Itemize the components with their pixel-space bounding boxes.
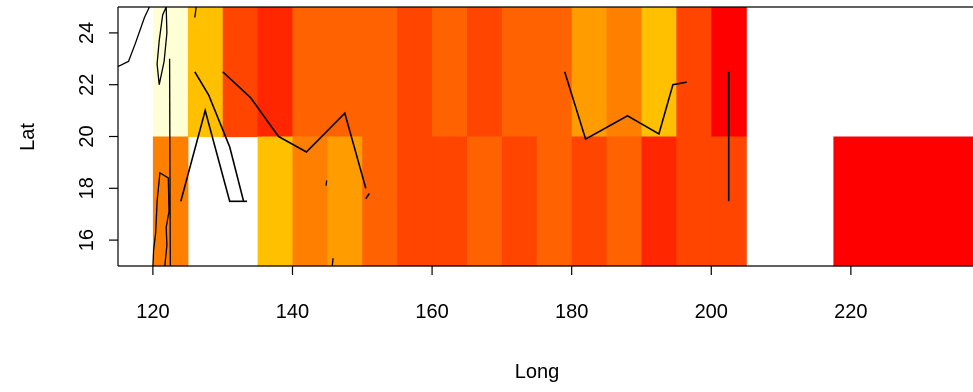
heatmap-cell (292, 7, 328, 138)
heatmap-cell (606, 136, 643, 267)
coastline (117, 6, 150, 68)
heatmap-cell (833, 136, 973, 267)
coastline (331, 258, 334, 267)
track-line (222, 71, 367, 189)
heatmap-cell (641, 136, 677, 267)
heatmap-cell (257, 7, 294, 138)
heatmap-cell (536, 136, 573, 267)
heatmap-cell (501, 136, 538, 267)
x-axis-label: Long (515, 361, 560, 383)
y-tick-label: 24 (76, 22, 98, 44)
y-axis-ticks: 16 18 20 22 24 (76, 22, 118, 251)
heatmap-cell (466, 7, 503, 138)
track-line (194, 71, 245, 202)
heatmap-cell (641, 7, 677, 138)
heatmap-cell (327, 7, 363, 138)
heatmap-cell (292, 136, 328, 267)
heatmap-cell (432, 7, 468, 138)
x-tick-label: 200 (695, 301, 728, 323)
heatmap-cell (152, 7, 189, 138)
coastline (325, 180, 328, 186)
heatmap-cell (222, 7, 259, 138)
track-line (563, 71, 687, 141)
track-line (180, 107, 248, 203)
coastline (194, 6, 197, 18)
y-axis-label: Lat (17, 123, 39, 151)
heatmap-cell (501, 7, 538, 138)
heatmap-cell (257, 136, 294, 267)
heatmap-cell (606, 7, 643, 138)
track-lines-layer (180, 71, 730, 203)
heatmap-cell (466, 136, 503, 267)
coastline (152, 171, 165, 267)
heatmap-cell (676, 7, 712, 138)
y-tick-label: 16 (76, 229, 98, 251)
x-tick-label: 140 (276, 301, 309, 323)
heatmap-cell (397, 136, 433, 267)
y-tick-label: 22 (76, 74, 98, 96)
heatmap-cell (536, 7, 573, 138)
heatmap-cells (152, 7, 973, 267)
track-line (365, 193, 370, 200)
heatmap-cell (432, 136, 468, 267)
heatmap-cell (676, 136, 712, 267)
x-tick-label: 120 (136, 301, 169, 323)
coastline (163, 174, 170, 267)
heatmap-cell (397, 7, 433, 138)
x-tick-label: 160 (415, 301, 448, 323)
coastline (156, 6, 168, 85)
y-tick-label: 18 (76, 177, 98, 199)
coastline (168, 58, 171, 267)
coastline-layer (117, 6, 334, 267)
heatmap-cell (362, 7, 398, 138)
x-axis-ticks: 120 140 160 180 200 220 (136, 266, 868, 323)
y-tick-label: 20 (76, 125, 98, 147)
x-tick-label: 220 (834, 301, 867, 323)
heatmap-cell (571, 136, 608, 267)
x-tick-label: 180 (555, 301, 588, 323)
heatmap-cell (362, 136, 398, 267)
heatmap-cell (571, 7, 608, 138)
